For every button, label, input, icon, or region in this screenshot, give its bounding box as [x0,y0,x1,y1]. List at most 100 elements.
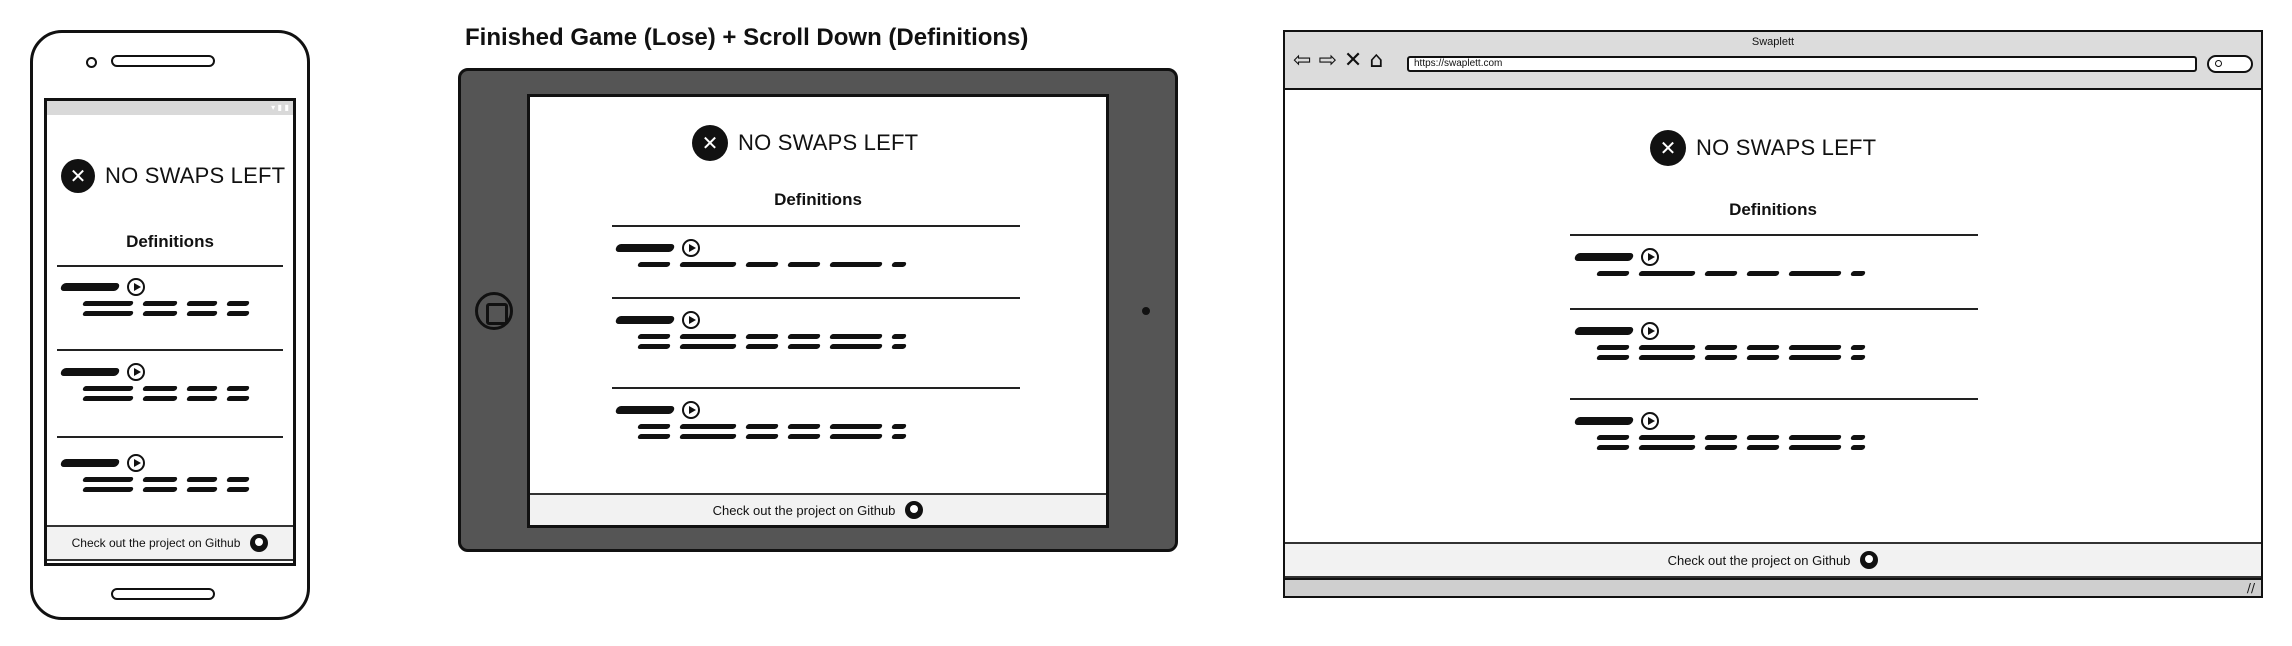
status-headline: ✕ NO SWAPS LEFT [692,125,918,161]
definition-word [614,401,1016,419]
play-icon[interactable] [1641,248,1659,266]
github-footer-link[interactable]: Check out the project on Github [47,525,293,561]
status-text: NO SWAPS LEFT [105,163,286,188]
definition-line [61,487,281,492]
search-icon[interactable] [2207,55,2253,73]
definition-line [1575,355,1975,360]
horizontal-scrollbar[interactable]: // [1285,578,2261,596]
resize-handle-icon[interactable]: // [2246,581,2255,595]
word-scribble [59,283,121,291]
status-text: NO SWAPS LEFT [1696,135,1877,160]
word-scribble [1573,417,1635,425]
divider [612,225,1020,227]
status-headline: ✕ NO SWAPS LEFT [61,159,285,193]
definitions-title: Definitions [1729,200,1817,219]
divider [612,387,1020,389]
definition-word [59,363,281,381]
definition-word [1573,248,1975,266]
section-title: Finished Game (Lose) + Scroll Down (Defi… [465,24,1029,51]
definition-line [616,424,1016,429]
word-scribble [614,316,676,324]
divider [612,297,1020,299]
definition-line [1575,435,1975,440]
divider [57,265,283,267]
definition-line [616,262,1016,267]
github-footer-link[interactable]: Check out the project on Github [1285,542,2261,578]
definition-line [61,301,281,306]
definition-line [61,386,281,391]
tablet-home-button [475,292,513,330]
home-icon[interactable]: ⌂ [1369,48,1384,73]
definition-item [59,363,281,401]
definition-line [61,477,281,482]
phone-frame: ▾ ▮ ▮ ✕ NO SWAPS LEFT Definitions [30,30,310,620]
footer-text: Check out the project on Github [1667,552,1851,568]
x-circle-icon: ✕ [692,125,728,161]
definition-word [1573,412,1975,430]
definition-item [59,454,281,492]
github-icon [905,501,924,519]
status-bar: ▾ ▮ ▮ [47,101,293,115]
tablet-camera [1142,307,1150,315]
definitions-title: Definitions [126,232,214,251]
play-icon[interactable] [682,239,700,257]
x-circle-icon: ✕ [1650,130,1686,166]
github-icon [250,534,269,552]
forward-icon[interactable]: ⇨ [1318,48,1337,73]
definition-line [616,334,1016,339]
definition-word [59,454,281,472]
browser-window: Swaplett ⇦ ⇨ ✕ ⌂ https://swaplett.com ✕ … [1283,30,2263,598]
play-icon[interactable] [682,311,700,329]
phone-home-button [111,588,215,600]
play-icon[interactable] [1641,322,1659,340]
browser-chrome: Swaplett ⇦ ⇨ ✕ ⌂ https://swaplett.com [1285,32,2261,90]
definition-word [614,239,1016,257]
browser-content: ✕ NO SWAPS LEFT Definitions [1285,92,2261,578]
definition-line [1575,445,1975,450]
word-scribble [614,244,676,252]
definition-line [616,344,1016,349]
browser-nav: ⇦ ⇨ ✕ ⌂ [1293,50,1383,72]
play-icon[interactable] [1641,412,1659,430]
word-scribble [1573,327,1635,335]
close-icon[interactable]: ✕ [1343,48,1363,73]
github-icon [1860,551,1879,569]
definition-item [59,278,281,316]
address-bar[interactable]: https://swaplett.com [1407,56,2197,72]
definition-word [1573,322,1975,340]
definition-item [614,311,1016,349]
divider [57,436,283,438]
phone-camera [86,57,97,68]
divider [1570,398,1978,400]
browser-title: Swaplett [1751,36,1795,48]
footer-text: Check out the project on Github [712,502,896,518]
word-scribble [614,406,676,414]
definition-line [61,311,281,316]
play-icon[interactable] [127,278,145,296]
definitions-title: Definitions [774,190,862,209]
footer-text: Check out the project on Github [71,536,241,550]
definition-word [614,311,1016,329]
definition-line [61,396,281,401]
word-scribble [59,459,121,467]
word-scribble [59,368,121,376]
definition-item [1573,412,1975,450]
tablet-screen: ✕ NO SWAPS LEFT Definitions [527,94,1109,528]
github-footer-link[interactable]: Check out the project on Github [530,493,1106,525]
divider [1570,308,1978,310]
definition-item [1573,322,1975,360]
word-scribble [1573,253,1635,261]
play-icon[interactable] [127,363,145,381]
definition-line [1575,345,1975,350]
back-icon[interactable]: ⇦ [1293,48,1312,73]
divider [1570,234,1978,236]
play-icon[interactable] [682,401,700,419]
phone-screen: ▾ ▮ ▮ ✕ NO SWAPS LEFT Definitions [44,98,296,566]
definition-item [614,401,1016,439]
definition-word [59,278,281,296]
divider [57,349,283,351]
definition-line [616,434,1016,439]
status-headline: ✕ NO SWAPS LEFT [1650,130,1876,166]
play-icon[interactable] [127,454,145,472]
phone-earpiece [111,55,215,67]
